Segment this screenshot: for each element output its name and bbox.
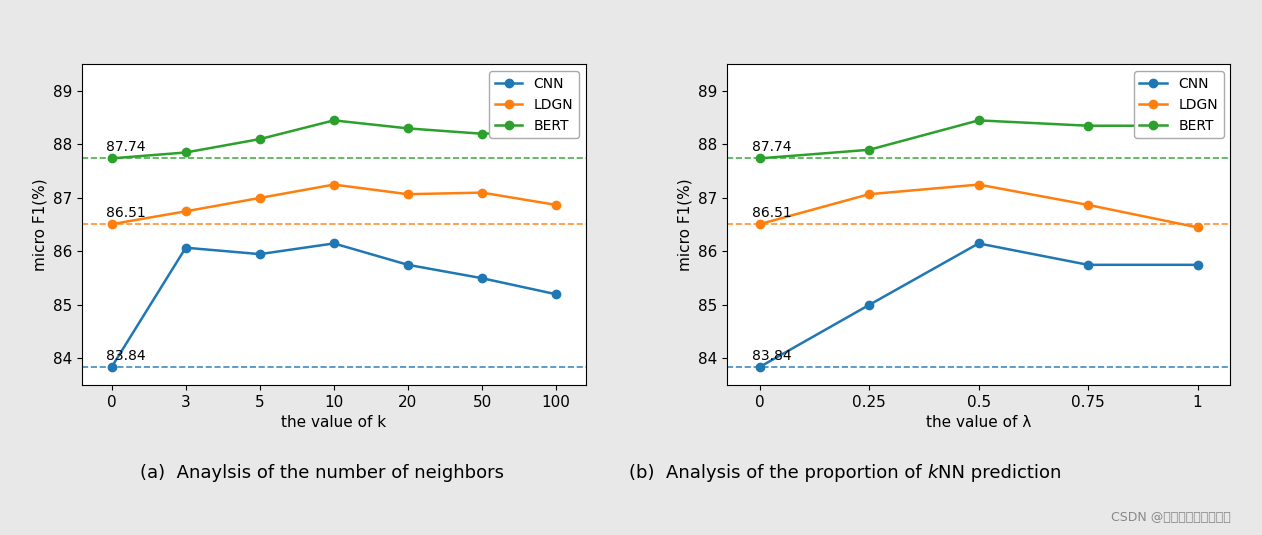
X-axis label: the value of λ: the value of λ (926, 416, 1031, 431)
LDGN (475, 189, 490, 196)
LDGN (549, 202, 564, 208)
CNN (1190, 262, 1205, 268)
CNN (252, 251, 268, 257)
Legend: CNN, LDGN, BERT: CNN, LDGN, BERT (490, 71, 579, 138)
LDGN (327, 181, 342, 188)
X-axis label: the value of k: the value of k (281, 416, 386, 431)
CNN (178, 244, 193, 251)
CNN (103, 364, 119, 370)
LDGN (970, 181, 986, 188)
Text: 87.74: 87.74 (106, 140, 146, 154)
Line: CNN: CNN (107, 239, 560, 371)
Text: 87.74: 87.74 (752, 140, 791, 154)
LDGN (400, 191, 415, 197)
CNN (549, 291, 564, 297)
LDGN (252, 195, 268, 201)
Line: CNN: CNN (756, 239, 1201, 371)
BERT (252, 136, 268, 142)
LDGN (1190, 224, 1205, 231)
LDGN (862, 191, 877, 197)
LDGN (103, 221, 119, 227)
Text: 86.51: 86.51 (106, 206, 146, 220)
BERT (327, 117, 342, 124)
CNN (400, 262, 415, 268)
CNN (475, 275, 490, 281)
BERT (475, 131, 490, 137)
Text: (b)  Analysis of the proportion of: (b) Analysis of the proportion of (630, 463, 928, 482)
BERT (178, 149, 193, 156)
Line: BERT: BERT (756, 116, 1201, 163)
Text: NN prediction: NN prediction (938, 463, 1061, 482)
BERT (400, 125, 415, 132)
BERT (1080, 123, 1095, 129)
Text: 83.84: 83.84 (752, 349, 791, 363)
BERT (103, 155, 119, 162)
LDGN (1080, 202, 1095, 208)
Line: BERT: BERT (107, 116, 560, 163)
Legend: CNN, LDGN, BERT: CNN, LDGN, BERT (1133, 71, 1223, 138)
Line: LDGN: LDGN (107, 180, 560, 228)
BERT (752, 155, 767, 162)
CNN (752, 364, 767, 370)
Y-axis label: micro F1(%): micro F1(%) (33, 178, 48, 271)
BERT (1190, 123, 1205, 129)
CNN (970, 240, 986, 247)
Text: (a)  Anaylsis of the number of neighbors: (a) Anaylsis of the number of neighbors (140, 463, 504, 482)
CNN (1080, 262, 1095, 268)
LDGN (752, 221, 767, 227)
BERT (549, 128, 564, 134)
Line: LDGN: LDGN (756, 180, 1201, 232)
Text: CSDN @小谷毛毛（卓寿杰）: CSDN @小谷毛毛（卓寿杰） (1111, 511, 1230, 524)
BERT (862, 147, 877, 153)
CNN (327, 240, 342, 247)
Y-axis label: micro F1(%): micro F1(%) (678, 178, 692, 271)
Text: 86.51: 86.51 (752, 206, 791, 220)
Text: 83.84: 83.84 (106, 349, 146, 363)
CNN (862, 302, 877, 308)
Text: k: k (928, 463, 938, 482)
LDGN (178, 208, 193, 215)
BERT (970, 117, 986, 124)
